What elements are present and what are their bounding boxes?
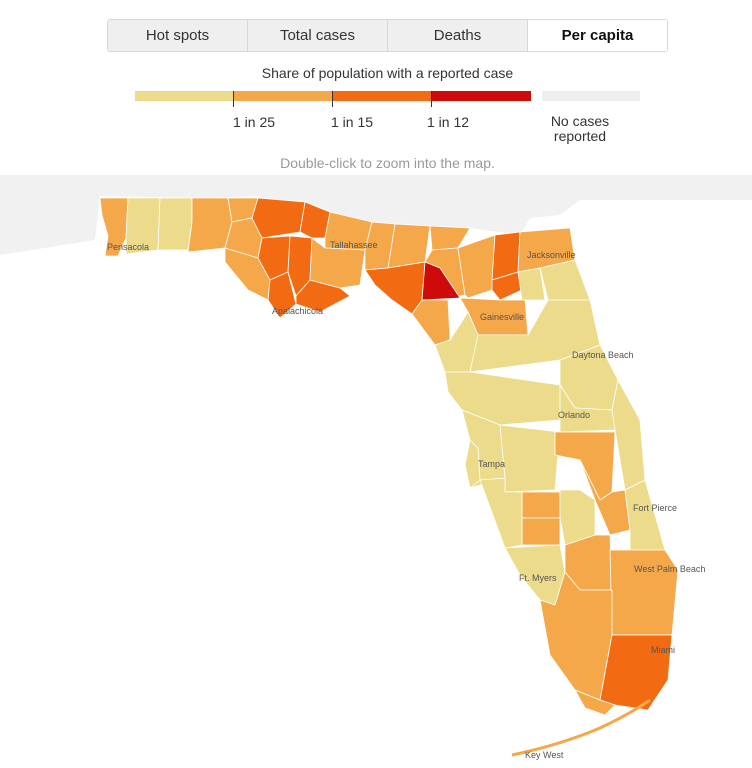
legend-no-cases-label: No cases reported: [550, 113, 610, 144]
city-label-orlando: Orlando: [558, 410, 590, 420]
county-columbia[interactable]: [457, 234, 496, 299]
county-taylor[interactable]: [364, 261, 426, 315]
zoom-hint: Double-click to zoom into the map.: [280, 155, 495, 171]
tab-total-cases[interactable]: Total cases: [248, 20, 388, 51]
county-palm-beach-martin[interactable]: [609, 549, 679, 636]
city-label-pensacola: Pensacola: [107, 242, 149, 252]
county-polk[interactable]: [499, 424, 561, 493]
city-label-daytona-beach: Daytona Beach: [572, 350, 634, 360]
county-okaloosa[interactable]: [157, 197, 193, 251]
county-monroe-mainland[interactable]: [574, 689, 616, 716]
county-desoto[interactable]: [521, 517, 561, 546]
county-wakulla[interactable]: [309, 237, 366, 289]
legend-title: Share of population with a reported case: [261, 65, 514, 81]
county-marion-putnam[interactable]: [469, 299, 601, 373]
legend-bin-3: [333, 91, 432, 101]
county-pinellas[interactable]: [464, 439, 481, 489]
city-label-tallahassee: Tallahassee: [330, 240, 378, 250]
legend-tick: [332, 91, 333, 107]
county-jackson[interactable]: [251, 197, 306, 239]
view-tabs: Hot spots Total cases Deaths Per capita: [107, 19, 668, 52]
county-monroe-keys[interactable]: [511, 698, 651, 757]
legend-bin-4: [432, 91, 531, 101]
legend-tick: [233, 91, 234, 107]
county-madison[interactable]: [387, 223, 431, 269]
florida-map[interactable]: Pensacola Tallahassee Apalachicola Jacks…: [0, 175, 752, 768]
county-gadsden[interactable]: [299, 201, 331, 239]
county-collier[interactable]: [539, 571, 613, 701]
legend-no-cases-swatch: [542, 91, 640, 101]
county-union-bradford[interactable]: [491, 271, 523, 301]
county-walton[interactable]: [187, 197, 233, 253]
legend-tick: [431, 91, 432, 107]
legend-tick-label: 1 in 25: [232, 114, 276, 130]
city-label-fort-pierce: Fort Pierce: [633, 503, 677, 513]
neighbor-land: [0, 175, 752, 255]
city-label-ft-myers: Ft. Myers: [519, 573, 557, 583]
city-label-key-west: Key West: [525, 750, 564, 760]
tab-hot-spots[interactable]: Hot spots: [108, 20, 248, 51]
city-label-jacksonville: Jacksonville: [527, 250, 576, 260]
city-label-miami: Miami: [651, 645, 675, 655]
county-santa-rosa[interactable]: [125, 197, 161, 255]
city-label-tampa: Tampa: [478, 459, 505, 469]
county-clay[interactable]: [517, 267, 546, 301]
county-st-johns[interactable]: [539, 259, 591, 301]
tab-deaths[interactable]: Deaths: [388, 20, 528, 51]
legend-tick-label: 1 in 15: [330, 114, 374, 130]
county-indian-river-st-lucie[interactable]: [624, 479, 666, 551]
legend-bin-1: [135, 91, 234, 101]
tab-per-capita[interactable]: Per capita: [528, 20, 667, 51]
city-label-gainesville: Gainesville: [480, 312, 524, 322]
county-citrus-sumter-lake[interactable]: [444, 371, 561, 426]
county-dixie[interactable]: [411, 299, 451, 346]
county-brevard[interactable]: [611, 378, 646, 491]
city-label-west-palm-beach: West Palm Beach: [634, 564, 705, 574]
county-hardee[interactable]: [521, 491, 561, 519]
city-label-apalachicola: Apalachicola: [272, 306, 323, 316]
legend-bin-2: [234, 91, 333, 101]
county-gulf[interactable]: [267, 271, 297, 319]
legend-tick-label: 1 in 12: [426, 114, 470, 130]
